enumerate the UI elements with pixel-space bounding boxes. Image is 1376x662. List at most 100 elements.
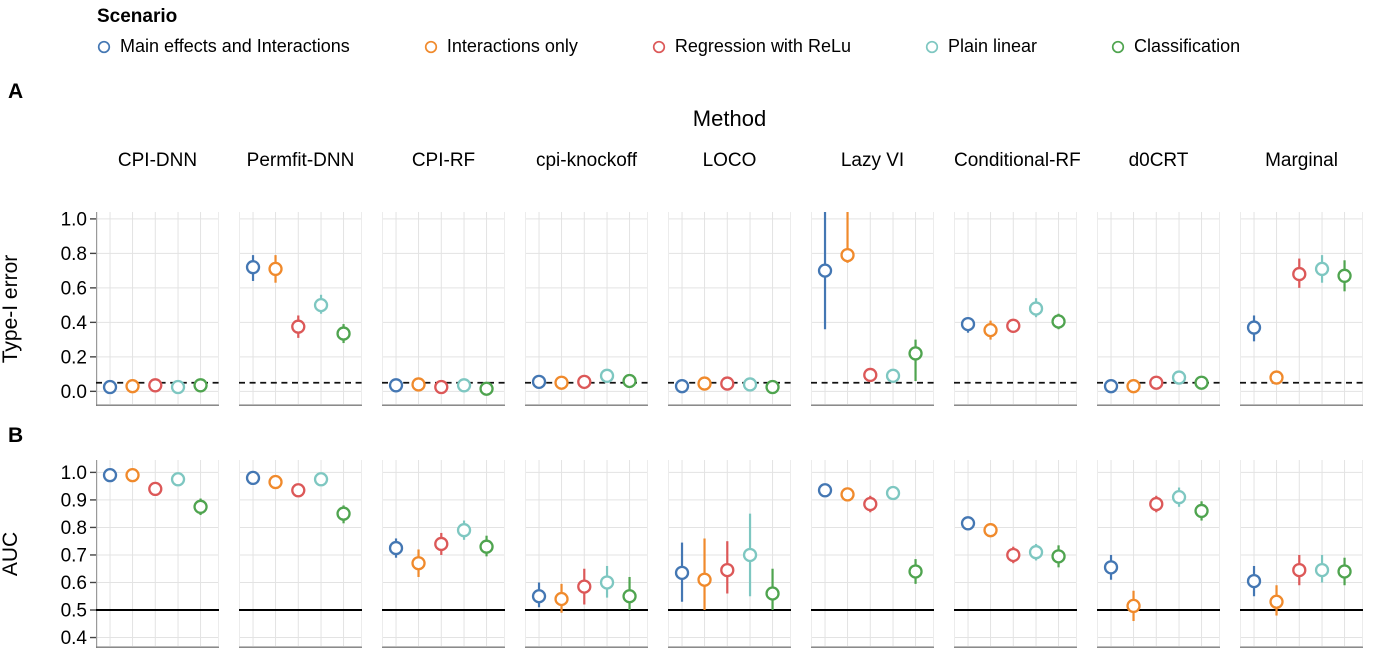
y-axis-tick-label: 0.0 <box>61 382 87 403</box>
panel-plot <box>382 212 505 406</box>
data-point-marker <box>674 565 690 581</box>
data-point-marker <box>554 591 569 607</box>
legend-item: Classification <box>1111 36 1240 57</box>
data-point-marker <box>479 539 494 554</box>
data-point-marker <box>817 263 833 278</box>
y-axis: AUC 1.0 0.9 0.8 0.7 0.6 0.5 0.4 <box>0 463 96 648</box>
data-point-marker <box>291 319 306 334</box>
data-point-marker <box>170 472 186 487</box>
data-point-marker <box>697 376 712 391</box>
panel-A-cpi-knockoff <box>525 212 648 406</box>
data-point-marker <box>742 377 758 392</box>
panel-plot <box>1097 212 1220 406</box>
data-point-marker <box>1006 547 1021 563</box>
panel-A-lazy-vi <box>811 212 934 406</box>
data-point-marker <box>1292 266 1307 282</box>
data-point-marker <box>531 374 547 390</box>
chart-row-auc: AUC 1.0 0.9 0.8 0.7 0.6 0.5 0.4 <box>0 460 1363 648</box>
data-point-marker <box>840 247 855 263</box>
panel-plot <box>1097 460 1220 648</box>
panel-B-marginal <box>1240 460 1363 648</box>
data-point-marker <box>388 378 404 393</box>
panel-A-cpi-dnn <box>96 212 219 406</box>
panel-plot <box>525 460 648 648</box>
panel-plot <box>1240 212 1363 406</box>
data-point-marker <box>1051 314 1066 329</box>
legend-item: Plain linear <box>925 36 1037 57</box>
data-point-marker <box>720 562 735 578</box>
y-axis-tick-label: 0.4 <box>61 628 88 648</box>
data-point-marker <box>479 381 494 396</box>
panel-plot <box>525 212 648 406</box>
data-point-marker <box>313 472 329 487</box>
data-point-marker <box>336 326 351 341</box>
data-point-marker <box>245 470 261 486</box>
legend-items: Main effects and Interactions Interaction… <box>97 36 1240 57</box>
data-point-marker <box>268 474 283 490</box>
panel-plot <box>954 212 1077 406</box>
data-point-marker <box>1103 560 1119 575</box>
data-point-marker <box>434 379 449 395</box>
panel-A-loco <box>668 212 791 406</box>
method-header: Conditional-RF <box>954 150 1081 171</box>
y-axis-type1-error: Type-I error 1.0 0.8 0.6 0.4 0.2 0.0 <box>0 212 96 406</box>
y-axis-auc: AUC 1.0 0.9 0.8 0.7 0.6 0.5 0.4 <box>0 460 96 648</box>
y-axis-tick-label: 0.8 <box>61 518 87 539</box>
y-axis-title: Type-I error <box>0 255 22 364</box>
y-axis-tick-label: 0.2 <box>61 348 87 369</box>
y-axis-tick-label: 0.5 <box>61 601 87 622</box>
legend-item-label: Classification <box>1134 36 1241 56</box>
panel-a-label: A <box>8 80 24 103</box>
data-point-marker <box>1171 370 1187 385</box>
method-header: Lazy VI <box>840 150 905 171</box>
legend-item: Regression with ReLu <box>652 36 851 57</box>
data-point-marker <box>697 572 712 587</box>
y-axis-tick-label: 0.9 <box>61 491 87 512</box>
data-point-marker <box>1246 320 1262 335</box>
data-point-marker <box>885 485 901 501</box>
data-point-marker <box>1126 379 1141 394</box>
legend-marker-icon <box>1111 40 1125 53</box>
data-point-marker <box>388 540 404 556</box>
panel-plot <box>811 460 934 648</box>
data-point-marker <box>554 375 569 390</box>
data-point-marker <box>577 374 592 390</box>
data-point-marker <box>456 523 472 538</box>
data-point-marker <box>336 506 351 521</box>
panel-B-conditional-rf <box>954 460 1077 648</box>
legend-item-label: Main effects and Interactions <box>120 36 350 56</box>
legend-item: Interactions only <box>424 36 578 57</box>
data-point-marker <box>313 297 329 313</box>
panel-plot <box>668 212 791 406</box>
data-point-marker <box>577 579 592 594</box>
method-header: CPI-DNN <box>117 150 198 171</box>
data-point-marker <box>908 564 923 579</box>
data-point-marker <box>765 586 780 601</box>
data-point-marker <box>1171 490 1187 505</box>
data-point-marker <box>411 556 426 571</box>
data-point-marker <box>1269 594 1284 609</box>
panel-B-cpi-knockoff <box>525 460 648 648</box>
panel-B-loco <box>668 460 791 648</box>
legend-marker-icon <box>424 40 437 53</box>
data-point-marker <box>674 379 690 394</box>
panel-plot <box>96 212 219 406</box>
data-point-marker <box>720 376 735 391</box>
method-header: CPI-RF <box>411 150 476 171</box>
panel-plot <box>239 460 362 648</box>
panels-auc <box>96 460 1363 648</box>
y-axis-tick-label: 0.8 <box>61 244 87 265</box>
y-axis-tick-label: 0.6 <box>61 279 87 300</box>
data-point-marker <box>268 261 283 277</box>
data-point-marker <box>885 368 901 383</box>
data-point-marker <box>908 346 923 361</box>
data-point-marker <box>863 367 878 383</box>
panel-B-permfit-dnn <box>239 460 362 648</box>
y-axis-title: AUC <box>0 532 22 576</box>
method-header: d0CRT <box>1128 150 1189 171</box>
data-point-marker <box>148 378 163 393</box>
data-point-marker <box>1028 545 1044 560</box>
y-axis-tick-label: 0.7 <box>61 546 87 567</box>
legend-item-label: Plain linear <box>947 36 1038 56</box>
data-point-marker <box>1103 379 1119 394</box>
